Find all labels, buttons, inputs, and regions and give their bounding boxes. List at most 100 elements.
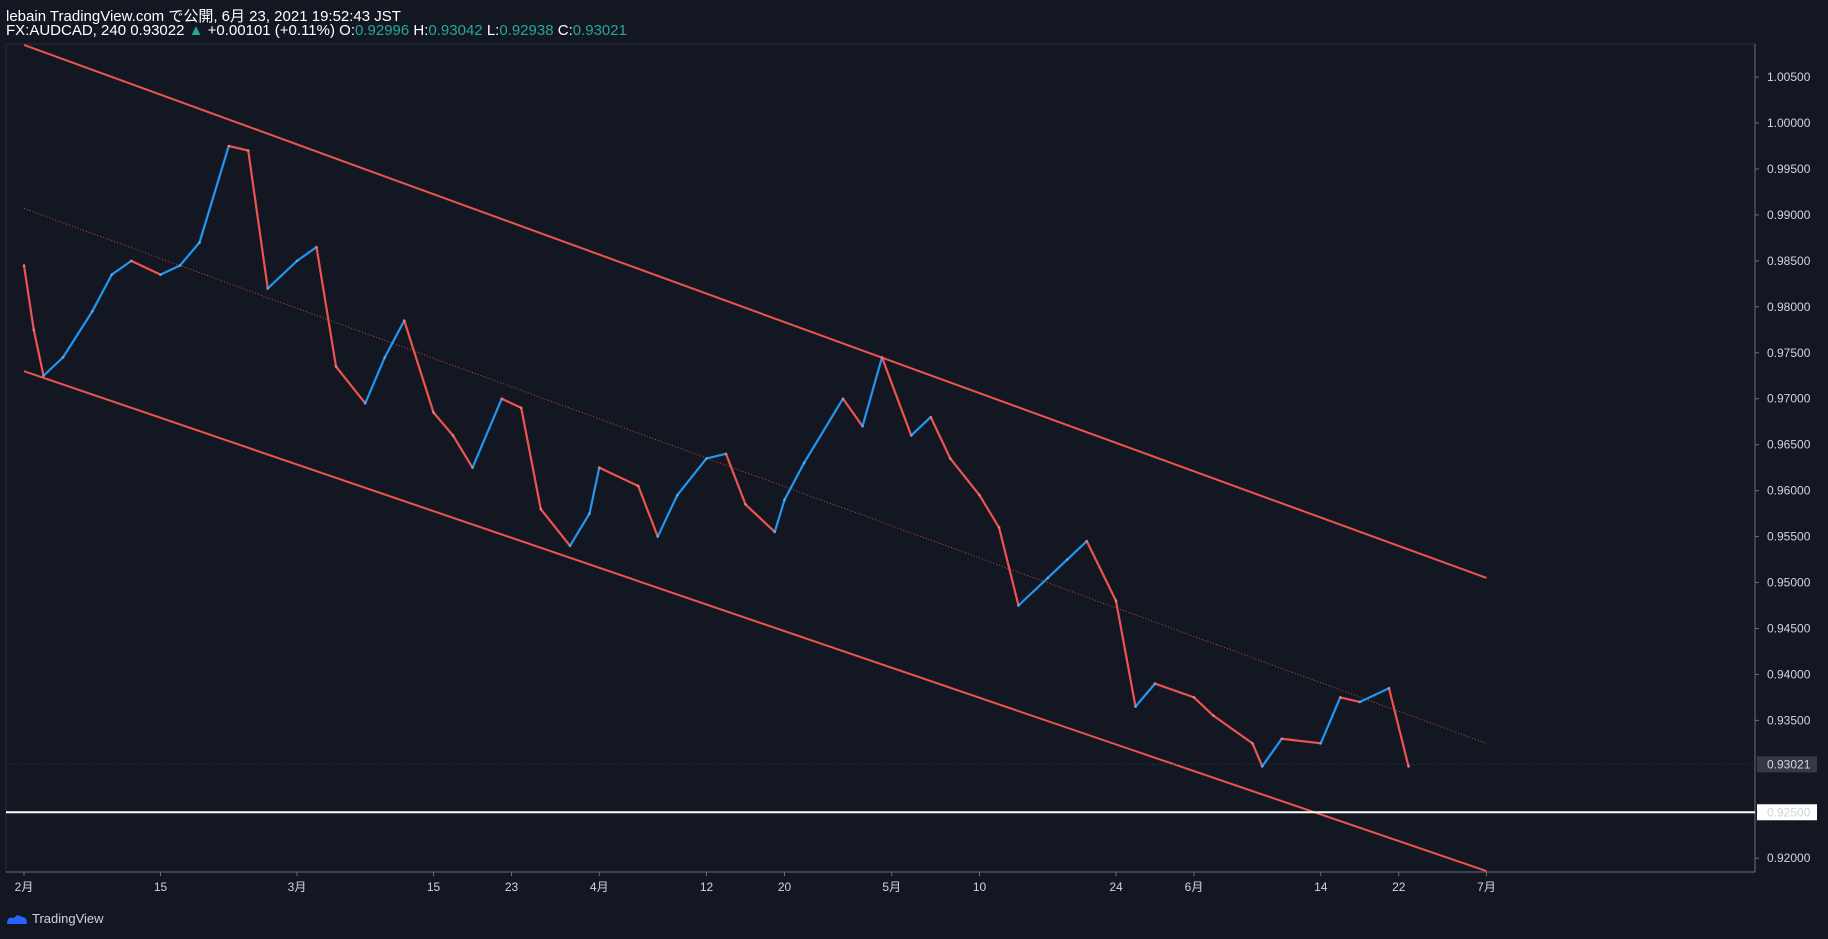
plot-area[interactable] — [5, 43, 1756, 873]
price-segment — [247, 149, 269, 290]
price-segment — [656, 494, 679, 538]
price-segment — [403, 319, 435, 414]
price-point — [178, 264, 182, 267]
price-tick-label: 0.99000 — [1767, 208, 1811, 222]
hline-price-badge — [1757, 804, 1817, 821]
tradingview-logo-icon — [7, 914, 27, 924]
price-segment — [1212, 714, 1254, 745]
price-point — [744, 503, 747, 506]
price-point — [1358, 700, 1362, 704]
price-segment — [42, 356, 65, 377]
price-point — [880, 355, 884, 359]
price-tick-label: 0.97000 — [1767, 392, 1811, 406]
price-segment — [841, 397, 864, 428]
time-tick-label: 20 — [778, 880, 792, 894]
time-tick-label: 4月 — [590, 880, 609, 894]
price-segment — [1153, 682, 1196, 699]
price-segment — [227, 144, 250, 152]
price-segment — [598, 466, 640, 488]
price-segment — [1114, 599, 1137, 708]
price-point — [129, 259, 133, 263]
channel-mid-line[interactable] — [23, 208, 1487, 744]
price-tick-label: 0.94000 — [1767, 667, 1811, 681]
price-segment — [1017, 576, 1049, 607]
price-point — [636, 484, 640, 488]
price-point — [246, 149, 250, 153]
channel-lower-line[interactable] — [23, 370, 1487, 873]
price-segment — [1280, 737, 1322, 745]
price-axis[interactable]: 1.00500 1.00000 0.99500 0.99000 0.98500 0.980… — [1755, 70, 1817, 865]
price-tick-label: 1.00500 — [1767, 70, 1811, 84]
price-tick-label: 0.99500 — [1767, 162, 1811, 176]
price-tick-label: 0.93021 — [1767, 757, 1811, 771]
price-segment — [198, 144, 230, 244]
price-segment — [997, 526, 1020, 607]
price-point — [539, 507, 543, 511]
price-tick-label: 0.93500 — [1767, 713, 1811, 727]
price-point — [1192, 695, 1196, 699]
price-point — [1260, 764, 1264, 768]
time-tick-label: 3月 — [288, 880, 307, 894]
time-axis[interactable]: 2月 15 3月 15 23 4月 12 20 5月 10 24 6月 14 22 7月 — [15, 872, 1496, 894]
time-tick-label: 15 — [154, 880, 168, 894]
price-point — [227, 144, 231, 148]
price-segment — [978, 494, 1001, 529]
channel-upper-line[interactable] — [23, 43, 1487, 579]
price-segment — [1319, 696, 1342, 745]
price-tick-label: 0.98000 — [1767, 300, 1811, 314]
price-point — [42, 374, 45, 378]
price-segment — [432, 411, 455, 437]
price-tick-label: 0.92500 — [1767, 805, 1811, 819]
price-point — [1046, 576, 1050, 580]
price-segment — [1066, 540, 1088, 561]
price-point — [315, 245, 318, 249]
price-point — [1085, 539, 1089, 543]
price-point — [773, 530, 777, 534]
price-point — [929, 415, 933, 419]
price-segment — [949, 457, 981, 497]
price-segment — [315, 245, 338, 368]
time-tick-label: 7月 — [1477, 880, 1496, 894]
price-segment — [568, 512, 591, 547]
price-point — [383, 355, 387, 359]
time-tick-label: 5月 — [882, 880, 901, 894]
price-point — [198, 241, 201, 244]
price-segment — [910, 416, 932, 437]
price-segment — [676, 457, 708, 497]
price-point — [1065, 558, 1069, 561]
ohlc-legend: FX:AUDCAD, 240 0.93022 ▲ +0.00101 (+0.11… — [6, 22, 627, 39]
time-tick-label: 22 — [1392, 880, 1406, 894]
price-point — [1212, 714, 1215, 718]
price-segment — [178, 241, 201, 267]
brand-label: TradingView — [32, 911, 104, 926]
high-value: 0.93042 — [428, 22, 483, 39]
open-label: O: — [339, 22, 355, 39]
time-tick-label: 23 — [505, 880, 519, 894]
close-label: C: — [557, 22, 573, 39]
price-point — [295, 259, 299, 263]
time-tick-label: 10 — [973, 880, 987, 894]
price-point — [32, 328, 36, 332]
price-segment — [130, 259, 162, 276]
price-point — [909, 434, 913, 437]
price-point — [363, 401, 367, 405]
price-segment — [724, 452, 747, 506]
price-segment — [471, 397, 503, 469]
price-point — [656, 535, 660, 538]
price-segment — [1134, 682, 1157, 708]
price-segment — [802, 397, 845, 465]
tradingview-brand[interactable]: TradingView — [6, 911, 104, 926]
price-point — [861, 424, 864, 428]
price-point — [783, 498, 786, 502]
current-price-badge — [1757, 756, 1817, 773]
price-point — [997, 525, 1001, 529]
time-tick-label: 24 — [1109, 880, 1123, 894]
price-point — [1017, 604, 1020, 607]
price-segment — [1085, 540, 1118, 603]
price-segment — [880, 356, 913, 437]
price-point — [802, 461, 806, 465]
price-point — [568, 544, 572, 548]
price-point — [1114, 599, 1118, 603]
price-point — [841, 397, 845, 401]
